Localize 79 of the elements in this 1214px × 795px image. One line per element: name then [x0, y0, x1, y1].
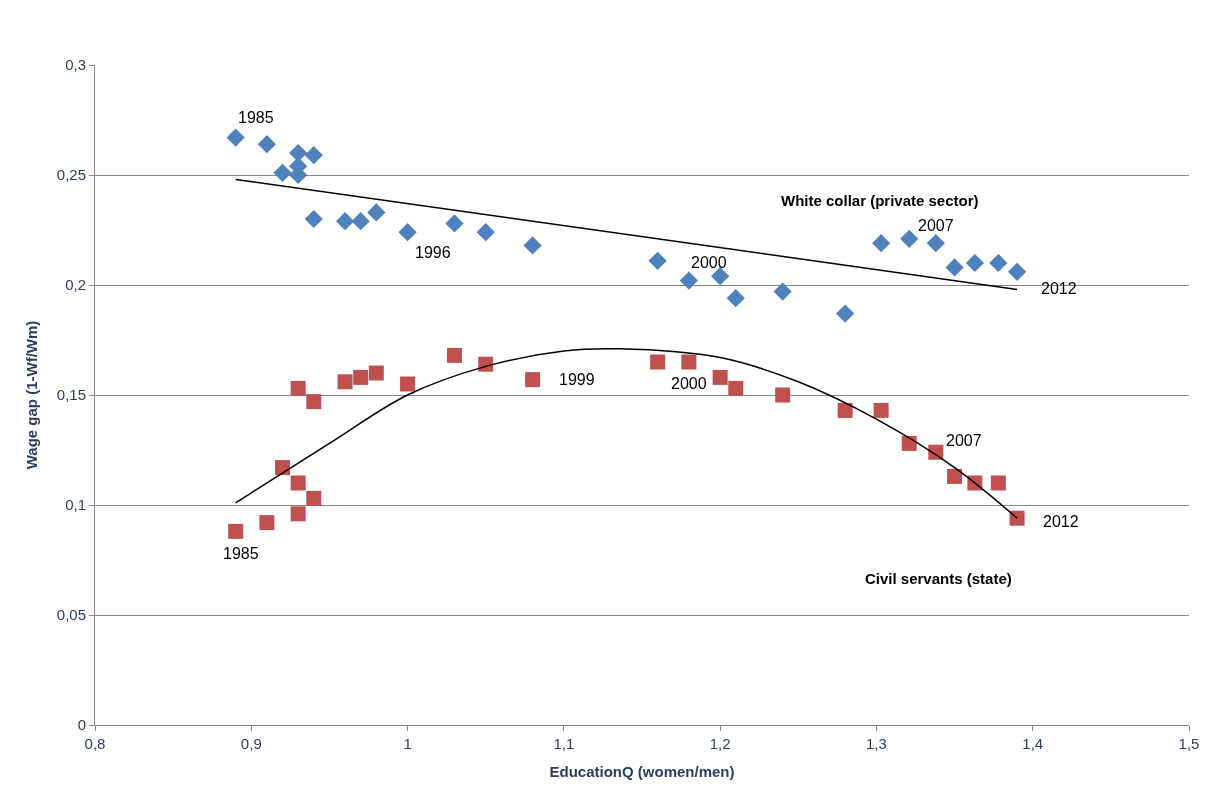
- point: [290, 475, 306, 491]
- y-tick-label: 0,2: [65, 276, 86, 294]
- point: [681, 354, 697, 370]
- x-tick-label: 1,5: [1178, 735, 1200, 752]
- annotation: 2000: [691, 254, 727, 271]
- x-axis-title: EducationQ (women/men): [549, 763, 735, 780]
- point: [523, 236, 542, 255]
- point: [259, 515, 275, 531]
- point: [947, 468, 963, 484]
- point: [228, 523, 244, 539]
- x-tick-label: 1,1: [553, 735, 575, 752]
- point: [650, 354, 666, 370]
- y-tick-label: 0,15: [56, 386, 86, 404]
- annotation: 2012: [1041, 280, 1077, 297]
- annotation: 2000: [671, 375, 707, 392]
- point: [773, 282, 792, 301]
- annotation: 1985: [238, 109, 274, 126]
- point: [901, 435, 917, 451]
- point: [226, 128, 245, 147]
- point: [648, 251, 667, 270]
- point: [726, 289, 745, 308]
- point: [446, 347, 462, 363]
- point: [476, 223, 495, 242]
- point: [1007, 262, 1027, 281]
- annotation: White collar (private sector): [781, 192, 979, 209]
- annotation: 2007: [946, 432, 982, 449]
- point: [306, 490, 322, 506]
- point: [900, 229, 919, 248]
- point: [290, 380, 306, 396]
- point: [353, 369, 369, 385]
- point: [525, 372, 541, 388]
- point: [873, 402, 889, 418]
- point: [775, 387, 791, 403]
- point: [926, 234, 945, 253]
- point: [712, 369, 728, 385]
- annotation: 1985: [223, 545, 259, 562]
- y-tick-label: 0,05: [56, 606, 86, 624]
- point: [398, 223, 417, 242]
- y-tick-label: 0,1: [65, 496, 86, 514]
- point: [1009, 510, 1025, 526]
- point: [945, 258, 964, 277]
- x-tick-label: 1,3: [866, 735, 887, 752]
- point: [368, 365, 384, 381]
- point: [306, 394, 322, 410]
- x-tick-label: 0,8: [84, 735, 106, 752]
- y-axis-title: Wage gap (1-Wf/Wm): [23, 320, 41, 470]
- point: [679, 271, 698, 290]
- x-tick-label: 0,9: [240, 735, 262, 752]
- point: [836, 304, 855, 323]
- point: [337, 374, 353, 390]
- point: [367, 203, 386, 222]
- point: [989, 253, 1008, 273]
- annotation: 2012: [1043, 513, 1079, 530]
- x-tick-label: 1: [403, 735, 412, 752]
- point: [990, 475, 1006, 491]
- point: [872, 234, 891, 253]
- point: [304, 209, 323, 229]
- y-tick-label: 0,25: [56, 166, 86, 184]
- x-tick-label: 1,2: [709, 735, 731, 752]
- point: [711, 267, 730, 286]
- point: [728, 380, 744, 396]
- x-tick-label: 1,4: [1022, 735, 1044, 752]
- point: [351, 212, 370, 231]
- y-tick-label: 0,3: [65, 56, 86, 74]
- annotation: 1996: [415, 244, 451, 261]
- annotation: Civil servants (state): [865, 570, 1012, 587]
- point: [275, 460, 291, 476]
- point: [837, 402, 853, 418]
- point: [290, 506, 306, 522]
- point: [304, 146, 323, 165]
- point: [965, 253, 984, 273]
- annotation: 2007: [918, 217, 954, 234]
- y-tick-label: 0: [77, 716, 86, 734]
- point: [445, 214, 464, 233]
- point: [400, 376, 416, 392]
- annotation: 1999: [559, 371, 595, 388]
- point: [335, 212, 355, 231]
- point: [257, 135, 277, 154]
- point: [273, 163, 292, 182]
